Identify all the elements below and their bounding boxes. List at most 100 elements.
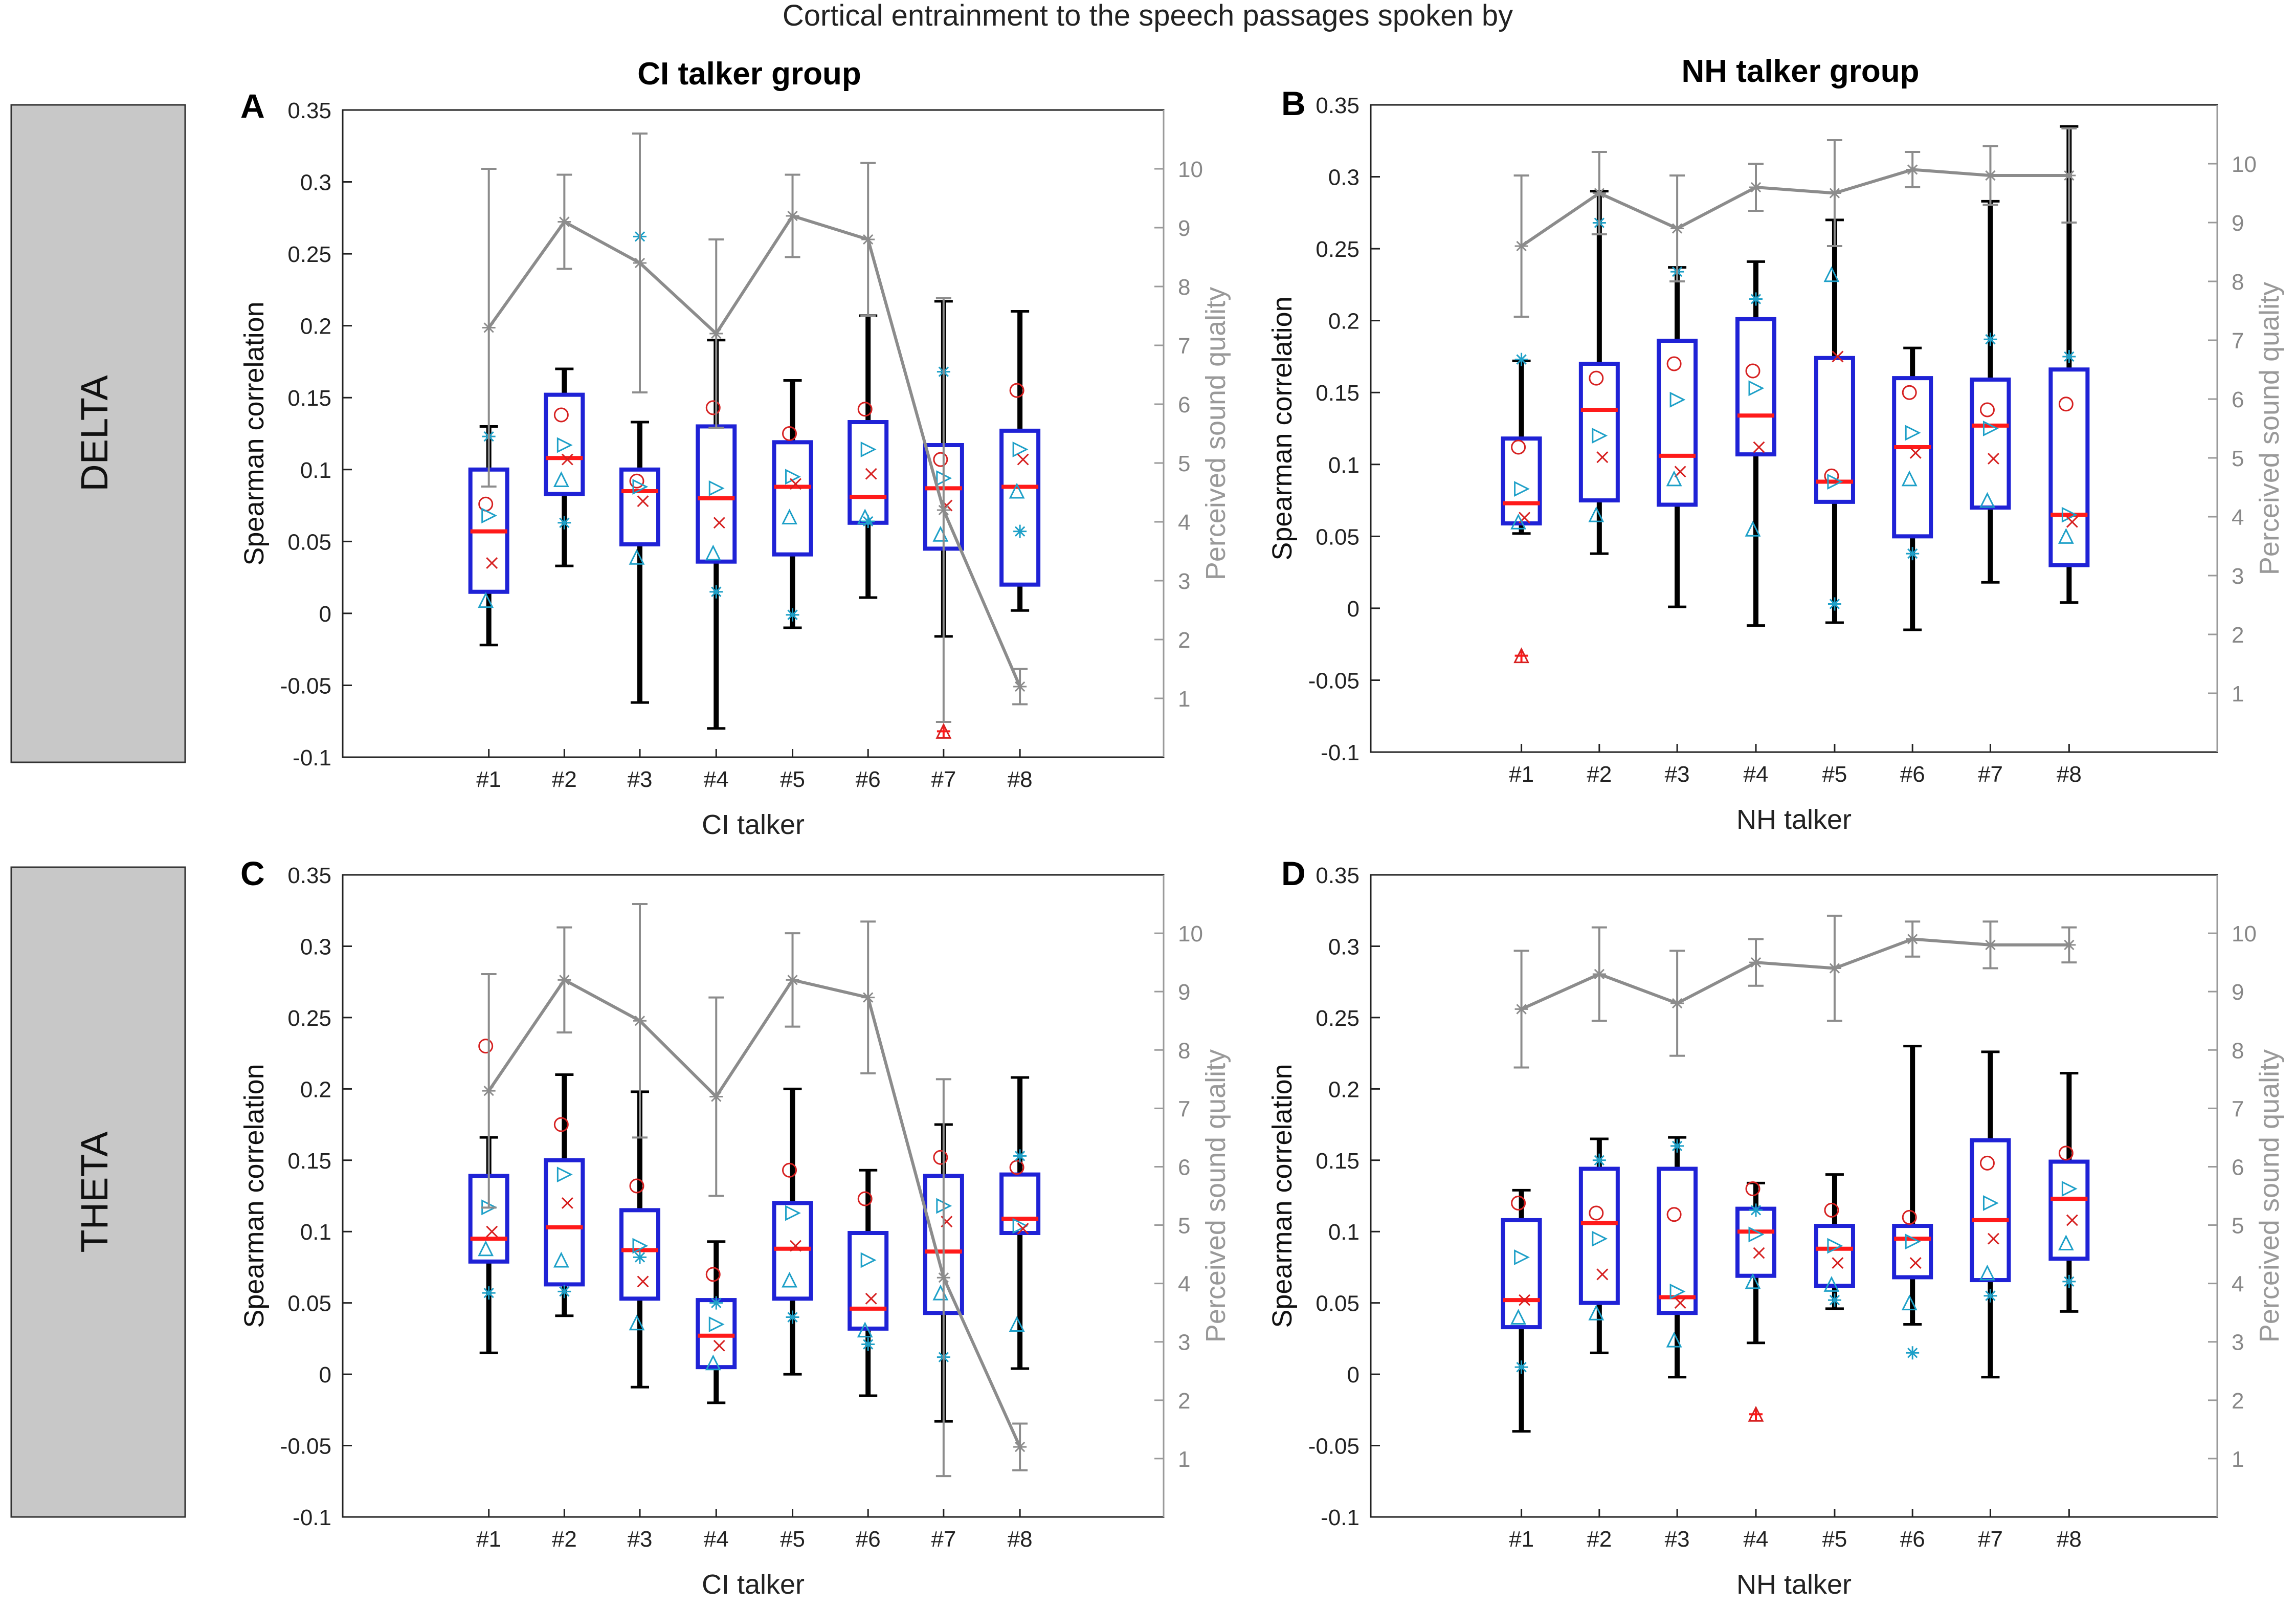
subject-point (1596, 451, 1609, 464)
quality-point (1012, 668, 1028, 706)
subject-point (2058, 1146, 2074, 1161)
row-label-box-delta (10, 104, 186, 763)
y-tick-label: 0.15 (287, 386, 331, 411)
subject-point (1753, 1247, 1765, 1259)
y2-tick-label: 9 (1178, 980, 1190, 1005)
box-iqr (1892, 1224, 1933, 1280)
subject-point (713, 1339, 725, 1352)
quality-mean-marker (1906, 932, 1920, 946)
subject-point (786, 1310, 799, 1324)
x-tick-label: #5 (780, 1527, 805, 1552)
y-tick-label: 0.35 (287, 98, 331, 123)
subject-point (1670, 1139, 1684, 1153)
y2-tick-label: 10 (1178, 921, 1203, 946)
quality-mean-marker (1827, 961, 1841, 975)
y2-tick-label: 5 (2232, 1214, 2244, 1239)
subject-point (865, 1292, 877, 1305)
y-tick-label: 0.15 (287, 1149, 331, 1174)
outlier-point (937, 724, 950, 738)
quality-point (1748, 163, 1764, 212)
y-tick-label: 0.25 (1316, 237, 1359, 262)
y2-tick-label: 10 (2232, 921, 2257, 946)
subject-point (1745, 520, 1761, 537)
subject-point (1987, 453, 1999, 465)
box-#3 (1657, 1136, 1698, 1379)
y2-tick-label: 3 (1178, 569, 1190, 594)
subject-point (1511, 1195, 1526, 1210)
subject-point (1009, 383, 1024, 398)
x-tick-label: #6 (1900, 762, 1925, 787)
x-tick-label: #5 (780, 767, 805, 792)
x-tick-label: #8 (2057, 762, 2082, 787)
y-tick-label: 0.05 (1316, 524, 1359, 549)
y-tick-label: 0.35 (1316, 863, 1359, 888)
y-axis-label: Spearman correlation (239, 1064, 270, 1328)
subject-point (1983, 333, 1997, 346)
subject-point (857, 402, 873, 417)
subject-point (1905, 1234, 1921, 1250)
y-tick-label: -0.1 (293, 1505, 331, 1530)
subject-point (1510, 1309, 1527, 1325)
subject-point (1514, 1249, 1530, 1265)
quality-point (556, 173, 572, 270)
y2-axis-label: Perceived sound quality (2254, 282, 2285, 575)
subject-point (1749, 292, 1763, 306)
quality-point (1513, 174, 1529, 318)
quality-mean-marker (1983, 938, 1997, 952)
plot-frame (1370, 104, 2218, 753)
quality-mean-marker (1749, 956, 1763, 970)
subject-point (629, 548, 645, 565)
quality-mean-marker (558, 973, 571, 987)
subject-point (782, 509, 797, 525)
subject-point (1589, 370, 1604, 386)
quality-mean-marker (709, 1090, 723, 1104)
subject-point (2062, 349, 2076, 363)
panels: A-0.1-0.0500.050.10.150.20.250.30.351234… (239, 84, 2285, 1600)
y-tick-label: 0.2 (1328, 1077, 1359, 1102)
x-tick-label: #8 (2057, 1527, 2082, 1552)
quality-mean-marker (786, 973, 799, 987)
x-tick-label: #6 (856, 1527, 881, 1552)
box-#6 (1892, 346, 1933, 631)
box-iqr (772, 1201, 813, 1301)
subject-point (709, 1296, 723, 1310)
x-tick-label: #7 (1978, 1527, 2003, 1552)
y2-tick-label: 7 (1178, 1096, 1190, 1121)
row-label-delta: DELTA (73, 375, 116, 492)
y2-tick-label: 2 (1178, 1389, 1190, 1414)
y-tick-label: 0.1 (300, 458, 331, 483)
subject-point (1827, 1238, 1843, 1254)
y2-tick-label: 6 (1178, 392, 1190, 417)
subject-point (705, 544, 721, 561)
quality-point (785, 173, 800, 258)
subject-point (1588, 506, 1604, 522)
subject-point (1753, 441, 1765, 453)
box-iqr (1501, 1218, 1542, 1330)
subject-point (1666, 1331, 1682, 1348)
quality-mean-marker (937, 503, 950, 517)
subject-point (1905, 425, 1921, 441)
y-tick-label: 0.05 (287, 530, 331, 555)
quality-mean-marker (1670, 997, 1684, 1010)
y2-tick-label: 9 (2232, 980, 2244, 1005)
x-tick-label: #4 (704, 767, 729, 792)
subject-point (553, 1251, 569, 1268)
subject-point (1589, 1205, 1604, 1221)
quality-point (708, 996, 724, 1197)
y-tick-label: 0.25 (287, 1006, 331, 1031)
box-#2 (544, 1073, 585, 1317)
subject-point (1749, 1203, 1763, 1217)
y-tick-label: 0.05 (287, 1291, 331, 1316)
x-tick-label: #6 (1900, 1527, 1925, 1552)
quality-mean-marker (861, 233, 875, 246)
subject-point (637, 1275, 649, 1288)
subject-point (1827, 1293, 1841, 1307)
subject-point (1902, 1209, 1917, 1225)
subject-point (1013, 524, 1027, 538)
quality-mean-marker (1749, 181, 1763, 194)
panel-A: A -0.1 -0.05 0 0.05 0.1 0.15 0.2 0.25 0.3 0.35 1 2 3 4… (239, 87, 1231, 840)
box-#4 (1735, 260, 1777, 627)
y-tick-label: 0 (1347, 1362, 1359, 1388)
quality-point (632, 133, 648, 393)
subject-point (561, 453, 573, 466)
